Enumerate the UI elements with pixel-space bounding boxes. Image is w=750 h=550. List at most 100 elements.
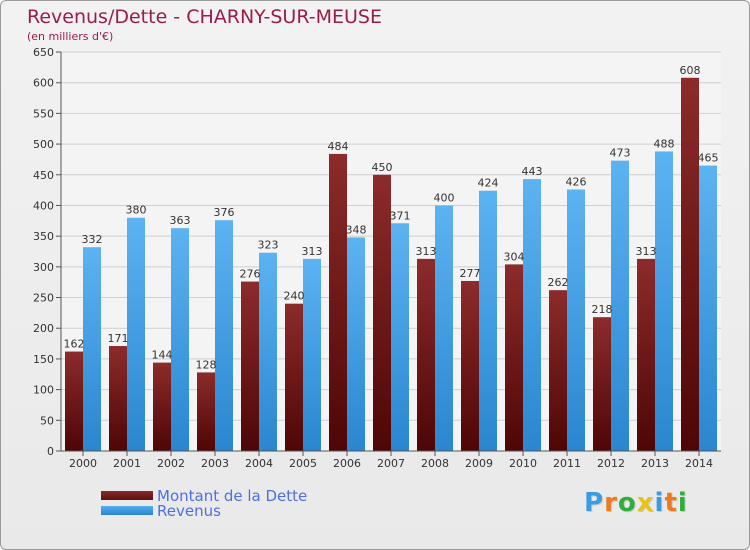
x-tick-label: 2010 [509, 457, 537, 470]
data-label-dette: 128 [196, 358, 217, 371]
data-label-revenus: 488 [654, 137, 675, 150]
y-tick-label: 100 [33, 384, 54, 397]
bar-dette [549, 290, 567, 451]
logo-letter: o [617, 488, 637, 518]
data-label-dette: 262 [548, 276, 569, 289]
data-label-dette: 171 [108, 332, 129, 345]
bar-dette [153, 362, 171, 451]
bar-dette [637, 258, 655, 451]
bar-revenus [215, 220, 233, 451]
logo-letter: t [664, 488, 678, 518]
x-tick-label: 2000 [69, 457, 97, 470]
bar-dette [681, 77, 699, 451]
proxiti-logo: Proxiti [584, 488, 688, 518]
x-tick-label: 2001 [113, 457, 141, 470]
x-tick-label: 2006 [333, 457, 361, 470]
data-label-revenus: 443 [522, 165, 543, 178]
data-label-dette: 276 [240, 268, 261, 281]
bar-dette [461, 280, 479, 451]
chart-title: Revenus/Dette - CHARNY-SUR-MEUSE [27, 6, 382, 28]
y-tick-label: 600 [33, 77, 54, 90]
legend-swatch-revenus [101, 506, 153, 515]
bar-dette [329, 153, 347, 451]
y-tick-label: 0 [47, 445, 54, 458]
bar-dette [505, 264, 523, 451]
data-label-dette: 218 [592, 303, 613, 316]
data-label-dette: 608 [680, 64, 701, 77]
data-label-dette: 313 [636, 245, 657, 258]
bar-revenus [259, 252, 277, 451]
data-label-revenus: 371 [390, 209, 411, 222]
bar-revenus [699, 165, 717, 452]
y-tick-label: 250 [33, 292, 54, 305]
data-label-revenus: 323 [258, 239, 279, 252]
bar-revenus [611, 160, 629, 452]
data-label-revenus: 380 [126, 204, 147, 217]
bar-dette [197, 372, 215, 451]
y-tick-label: 350 [33, 230, 54, 243]
y-tick-label: 200 [33, 322, 54, 335]
x-tick-label: 2005 [289, 457, 317, 470]
data-label-dette: 162 [64, 338, 85, 351]
bar-dette [593, 317, 611, 451]
bar-revenus [303, 258, 321, 451]
logo-letter: P [584, 488, 605, 518]
logo-letter: r [604, 488, 618, 518]
x-tick-label: 2013 [641, 457, 669, 470]
bar-revenus [523, 179, 541, 451]
bar-dette [109, 346, 127, 451]
y-tick-label: 300 [33, 261, 54, 274]
x-tick-label: 2011 [553, 457, 581, 470]
bar-dette [65, 351, 83, 451]
bar-dette [373, 174, 391, 451]
legend-swatch-dette [101, 491, 153, 500]
bar-revenus [567, 189, 585, 452]
y-tick-label: 450 [33, 169, 54, 182]
bar-dette [241, 281, 259, 451]
data-label-revenus: 424 [478, 177, 499, 190]
bar-revenus [435, 205, 453, 451]
y-tick-label: 650 [33, 46, 54, 59]
y-tick-label: 50 [40, 414, 54, 427]
bar-revenus [83, 247, 101, 451]
bar-revenus [391, 223, 409, 451]
data-label-revenus: 473 [610, 147, 631, 160]
data-label-revenus: 426 [566, 176, 587, 189]
x-tick-label: 2004 [245, 457, 273, 470]
x-tick-label: 2003 [201, 457, 229, 470]
legend-label-dette: Montant de la Dette [157, 487, 308, 505]
x-tick-label: 2014 [685, 457, 713, 470]
data-label-dette: 484 [328, 140, 349, 153]
bar-revenus [347, 237, 365, 451]
data-label-dette: 450 [372, 161, 393, 174]
x-tick-label: 2007 [377, 457, 405, 470]
y-tick-label: 150 [33, 353, 54, 366]
legend-label-revenus: Revenus [157, 502, 221, 520]
data-label-revenus: 465 [698, 152, 719, 165]
data-label-dette: 277 [460, 267, 481, 280]
data-label-dette: 144 [152, 349, 173, 362]
data-label-dette: 304 [504, 250, 525, 263]
bar-dette [285, 303, 303, 451]
logo-letter: x [636, 488, 655, 518]
x-tick-label: 2008 [421, 457, 449, 470]
logo-letter: i [654, 488, 665, 518]
bar-revenus [655, 151, 673, 452]
data-label-revenus: 332 [82, 233, 103, 246]
x-tick-label: 2002 [157, 457, 185, 470]
x-tick-label: 2009 [465, 457, 493, 470]
data-label-revenus: 363 [170, 214, 191, 227]
y-tick-label: 400 [33, 199, 54, 212]
data-label-dette: 240 [284, 290, 305, 303]
chart-subtitle: (en milliers d'€) [27, 30, 114, 43]
y-tick-label: 500 [33, 138, 54, 151]
logo-letter: i [677, 488, 688, 518]
bar-dette [417, 258, 435, 451]
x-tick-label: 2012 [597, 457, 625, 470]
data-label-revenus: 376 [214, 206, 235, 219]
y-tick-label: 550 [33, 107, 54, 120]
data-label-revenus: 348 [346, 223, 367, 236]
data-label-revenus: 313 [302, 245, 323, 258]
